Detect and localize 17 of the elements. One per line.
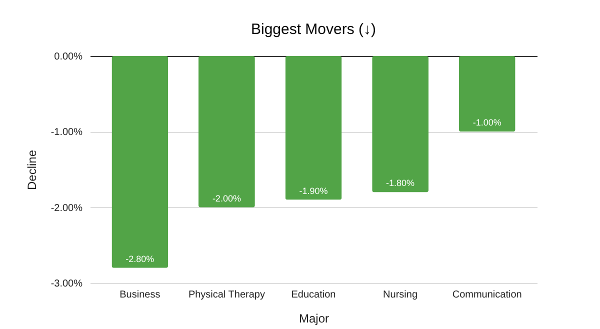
data-label: -1.00% bbox=[472, 118, 502, 128]
data-label: -1.90% bbox=[299, 186, 328, 196]
x-tick-label: Physical Therapy bbox=[188, 290, 265, 300]
x-tick-label: Communication bbox=[452, 290, 522, 300]
y-axis-title: Decline bbox=[24, 150, 39, 190]
data-label: -2.00% bbox=[212, 193, 241, 204]
data-label: -2.80% bbox=[126, 254, 154, 264]
x-axis-title: Major bbox=[298, 312, 330, 326]
chart-title: Biggest Movers (↓) bbox=[250, 21, 376, 38]
y-tick-label: 0.00% bbox=[54, 52, 83, 62]
y-tick-label: -3.00% bbox=[50, 278, 83, 290]
y-tick-label: -1.00% bbox=[50, 127, 83, 138]
data-label: -1.80% bbox=[386, 178, 415, 188]
x-tick-label: Nursing bbox=[383, 290, 418, 300]
x-tick-label: Business bbox=[120, 290, 160, 300]
x-tick-label: Education bbox=[291, 290, 336, 300]
y-tick-label: -2.00% bbox=[50, 202, 83, 214]
